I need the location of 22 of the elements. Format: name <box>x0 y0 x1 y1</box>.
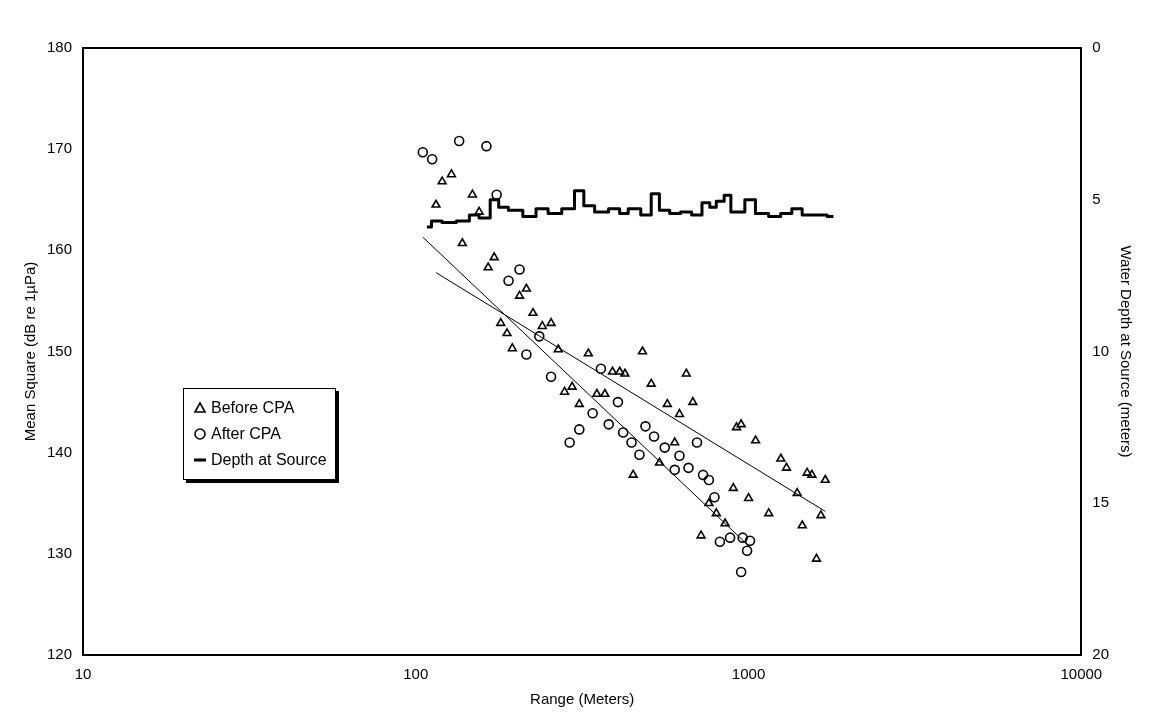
y-tick-label: 170 <box>47 139 73 157</box>
y2-tick-label: 5 <box>1092 189 1101 207</box>
y-tick-label: 150 <box>47 341 73 359</box>
y-tick-label: 140 <box>47 442 73 460</box>
y-axis-title: Mean Square (dB re 1µPa) <box>21 261 39 442</box>
y2-tick-label: 15 <box>1092 493 1109 511</box>
legend-label: After CPA <box>211 424 281 444</box>
x-tick-label: 100 <box>403 665 429 683</box>
y2-axis-title: Water Depth at Source (meters) <box>1117 245 1135 458</box>
x-tick-label: 10000 <box>1060 665 1103 683</box>
legend-label: Before CPA <box>211 398 295 418</box>
x-axis-title: Range (Meters) <box>530 690 635 708</box>
x-tick-label: 1000 <box>731 665 766 683</box>
legend-label: Depth at Source <box>211 450 327 470</box>
y2-tick-label: 20 <box>1092 645 1109 663</box>
y-tick-label: 130 <box>47 543 73 561</box>
y-tick-label: 180 <box>47 38 73 56</box>
y2-tick-label: 0 <box>1092 38 1101 56</box>
y2-tick-label: 10 <box>1092 341 1109 359</box>
y-tick-label: 120 <box>47 645 73 663</box>
y-tick-label: 160 <box>47 240 73 258</box>
x-tick-label: 10 <box>74 665 92 683</box>
